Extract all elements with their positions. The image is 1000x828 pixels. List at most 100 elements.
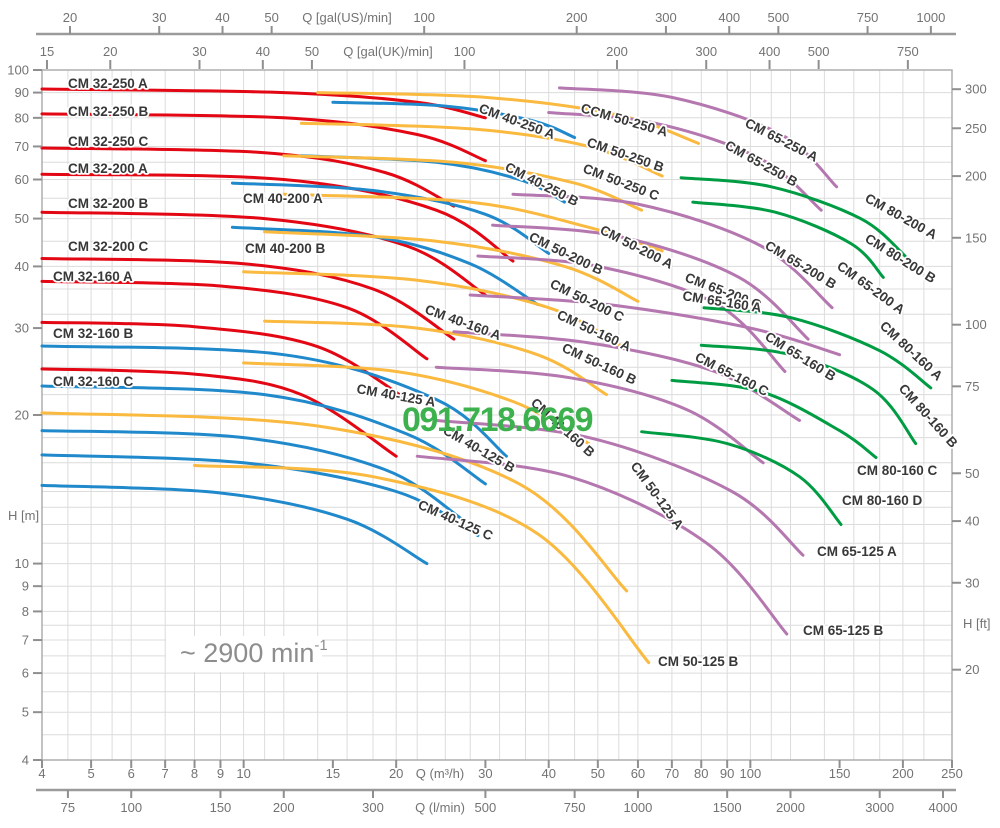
curve-label: CM 65-125 A	[817, 544, 897, 559]
axis-title-gal-uk: Q [gal(UK)/min]	[343, 44, 433, 59]
curve-CM-50-200-B	[263, 230, 640, 303]
curve-CM-40-125-C	[40, 483, 429, 566]
tick-label: 4	[22, 753, 29, 768]
curve-CM-32-200-C	[40, 257, 456, 341]
curve-label: CM 32-200 A	[68, 161, 148, 176]
tick-label: 20	[15, 408, 29, 423]
tick-label: 15	[40, 44, 54, 59]
tick-label: 7	[162, 766, 169, 781]
curve-CM-50-250-B	[299, 121, 664, 178]
tick-label: 150	[829, 766, 851, 781]
tick-label: 200	[892, 766, 914, 781]
curve-CM-80-200-B	[691, 200, 885, 279]
tick-label: 750	[897, 44, 919, 59]
axis-title-lmin: Q (l/min)	[415, 800, 465, 815]
tick-label: 750	[857, 10, 879, 25]
curve-CM-65-160-A	[468, 293, 842, 357]
tick-label: 4	[38, 766, 45, 781]
curves-layer	[40, 86, 933, 665]
curve-label: CM 40-200 A	[243, 191, 323, 206]
tick-label: 200	[606, 44, 628, 59]
tick-label: 60	[15, 172, 29, 187]
tick-label: 30	[965, 575, 979, 590]
tick-label: 500	[808, 44, 830, 59]
tick-label: 100	[454, 44, 476, 59]
curve-CM-80-160-D	[640, 430, 843, 526]
tick-label: 20	[389, 766, 403, 781]
tick-label: 5	[22, 705, 29, 720]
axis-title-h-ft: H [ft]	[963, 616, 990, 631]
curve-CM-32-250-B	[40, 112, 487, 163]
tick-label: 8	[22, 604, 29, 619]
tick-label: 70	[15, 139, 29, 154]
tick-label: 500	[767, 10, 789, 25]
tick-label: 40	[965, 514, 979, 529]
tick-label: 200	[566, 10, 588, 25]
tick-label: 1000	[623, 800, 652, 815]
curve-CM-65-125-A	[434, 418, 805, 557]
tick-label: 80	[694, 766, 708, 781]
curve-CM-50-160-A	[263, 319, 608, 397]
tick-label: 7	[22, 633, 29, 648]
curve-label: CM 40-200 B	[245, 241, 326, 256]
axis-title-m3h: Q (m³/h)	[416, 766, 464, 781]
tick-label: 300	[965, 82, 987, 97]
speed-note: ~ 2900 min-1	[166, 636, 328, 672]
tick-label: 75	[61, 800, 75, 815]
tick-label: 150	[965, 230, 987, 245]
curve-CM-50-200-C	[242, 270, 625, 349]
curve-CM-50-125-B	[193, 464, 651, 665]
curve-label: CM 32-200 C	[68, 239, 149, 254]
tick-label: 3000	[865, 800, 894, 815]
tick-label: 75	[965, 379, 979, 394]
tick-label: 1500	[713, 800, 742, 815]
axis-title-h-m: H [m]	[8, 508, 39, 523]
tick-label: 250	[965, 121, 987, 136]
curve-label: CM 65-125 B	[803, 623, 884, 638]
curve-CM-65-200-B	[491, 223, 810, 341]
tick-label: 50	[264, 10, 278, 25]
tick-label: 40	[541, 766, 555, 781]
curve-CM-50-125-A	[40, 411, 629, 593]
tick-label: 8	[191, 766, 198, 781]
curve-CM-50-160-B	[242, 361, 591, 446]
tick-label: 20	[103, 44, 117, 59]
curve-label: CM 32-160 A	[53, 269, 133, 284]
curve-CM-65-250-A	[558, 86, 839, 189]
tick-label: 5	[87, 766, 94, 781]
tick-label: 750	[564, 800, 586, 815]
tick-label: 300	[362, 800, 384, 815]
curve-CM-40-200-B	[230, 225, 539, 306]
curve-CM-80-160-C	[670, 378, 878, 459]
tick-label: 30	[478, 766, 492, 781]
curve-CM-40-160-A	[40, 344, 508, 458]
tick-label: 30	[192, 44, 206, 59]
curve-CM-80-160-B	[699, 343, 918, 446]
tick-label: 250	[941, 766, 963, 781]
curve-CM-40-250-A	[331, 100, 577, 139]
tick-label: 100	[413, 10, 435, 25]
curve-CM-32-160-A	[40, 279, 429, 361]
curve-CM-65-125-B	[415, 454, 789, 636]
curve-label: CM 32-200 B	[68, 196, 149, 211]
tick-label: 50	[15, 211, 29, 226]
curve-CM-65-250-B	[547, 111, 823, 212]
tick-label: 40	[256, 44, 270, 59]
curve-CM-32-160-C	[40, 367, 398, 458]
tick-label: 90	[15, 85, 29, 100]
tick-label: 100	[965, 317, 987, 332]
tick-label: 30	[152, 10, 166, 25]
curve-label: CM 32-160 C	[53, 374, 134, 389]
tick-label: 300	[695, 44, 717, 59]
tick-label: 10	[15, 556, 29, 571]
curve-CM-65-200-C	[476, 254, 787, 373]
tick-label: 80	[15, 110, 29, 125]
curve-CM-65-200-A	[511, 192, 834, 310]
curve-CM-32-200-A	[40, 172, 515, 263]
tick-label: 50	[591, 766, 605, 781]
curve-label: CM 80-160 D	[842, 493, 923, 508]
tick-label: 6	[128, 766, 135, 781]
curve-CM-50-250-C	[282, 154, 644, 212]
